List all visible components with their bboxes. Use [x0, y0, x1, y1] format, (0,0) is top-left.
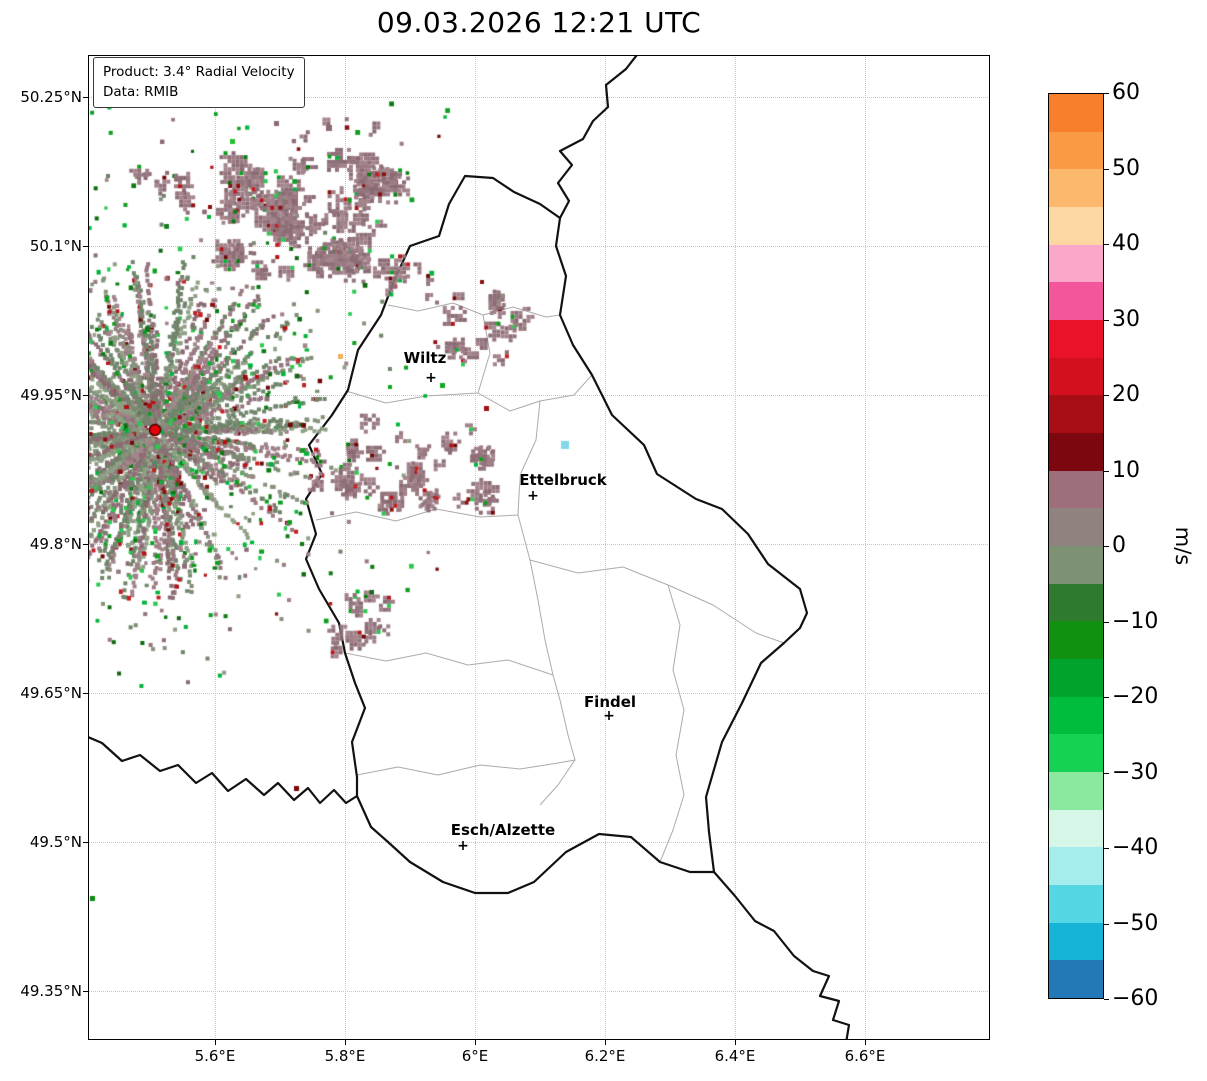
- colorbar-tick-label: 50: [1112, 155, 1140, 181]
- y-tick-label: 49.35°N: [20, 982, 82, 1000]
- colorbar: [1048, 93, 1104, 999]
- colorbar-segment: [1049, 960, 1103, 999]
- city-marker-findel: +: [603, 708, 615, 724]
- y-tick-mark: [83, 97, 88, 98]
- colorbar-tick-label: −50: [1112, 910, 1159, 936]
- colorbar-segment: [1049, 131, 1103, 170]
- colorbar-tick-label: −30: [1112, 759, 1159, 785]
- y-tick-label: 49.65°N: [20, 684, 82, 702]
- radar-echo-canvas: [88, 55, 990, 1040]
- colorbar-tick-label: 20: [1112, 382, 1140, 407]
- city-label: Wiltz: [403, 349, 447, 367]
- colorbar-segment: [1049, 734, 1103, 773]
- colorbar-tick-label: −40: [1112, 835, 1159, 860]
- colorbar-tick-mark: [1104, 319, 1109, 321]
- colorbar-segment: [1049, 357, 1103, 396]
- city-annotations: + Wiltz + Ettelbruck + Findel + Esch/Alzette: [88, 55, 990, 1040]
- colorbar-tick-label: 60: [1112, 80, 1140, 105]
- colorbar-tick-mark: [1104, 546, 1109, 547]
- colorbar-tick-label: −10: [1112, 608, 1159, 634]
- x-tick-mark: [345, 1040, 346, 1045]
- colorbar-tick-mark: [1104, 244, 1109, 245]
- colorbar-segment: [1049, 395, 1103, 434]
- y-tick-label: 50.25°N: [20, 88, 82, 106]
- x-tick-mark: [735, 1040, 736, 1045]
- x-tick-mark: [865, 1040, 866, 1045]
- x-tick-label: 6.4°E: [714, 1047, 756, 1065]
- colorbar-tick-mark: [1104, 93, 1109, 94]
- x-tick-label: 6.6°E: [844, 1047, 886, 1065]
- colorbar-segment: [1049, 583, 1103, 622]
- colorbar-tick-mark: [1104, 999, 1109, 1000]
- x-tick-label: 6°E: [461, 1047, 489, 1065]
- colorbar-segment: [1049, 320, 1103, 358]
- colorbar-segment: [1049, 169, 1103, 208]
- y-tick-label: 49.95°N: [20, 386, 82, 404]
- y-tick-mark: [83, 544, 88, 545]
- colorbar-tick-label: 40: [1112, 231, 1140, 256]
- y-tick-label: 50.1°N: [29, 237, 82, 255]
- colorbar-segment: [1049, 885, 1103, 923]
- colorbar-segment: [1049, 659, 1103, 697]
- colorbar-segment: [1049, 696, 1103, 735]
- y-tick-label: 49.8°N: [29, 535, 82, 553]
- colorbar-segment: [1049, 621, 1103, 660]
- map-plot-area: + Wiltz + Ettelbruck + Findel + Esch/Alzette Pr…: [88, 55, 990, 1040]
- x-tick-mark: [475, 1040, 476, 1045]
- colorbar-tick-label: −60: [1112, 986, 1159, 1011]
- colorbar-segment: [1049, 809, 1103, 848]
- x-tick-mark: [215, 1040, 216, 1045]
- y-tick-label: 49.5°N: [29, 833, 82, 851]
- colorbar-tick-label: −20: [1112, 684, 1159, 709]
- colorbar-segment: [1049, 470, 1103, 509]
- city-marker-ettelbruck: +: [527, 488, 539, 504]
- colorbar-segment: [1049, 433, 1103, 471]
- city-marker-esch-alzette: +: [457, 838, 469, 854]
- x-tick-label: 6.2°E: [584, 1047, 626, 1065]
- product-info-line2: Data: RMIB: [103, 84, 179, 101]
- colorbar-tick-mark: [1104, 168, 1109, 170]
- city-label: Esch/Alzette: [450, 821, 556, 839]
- colorbar-tick-label: 10: [1112, 457, 1140, 483]
- colorbar-tick-mark: [1104, 923, 1109, 925]
- colorbar-segment: [1049, 847, 1103, 886]
- colorbar-tick-label: 0: [1112, 533, 1126, 558]
- product-info-box: Product: 3.4° Radial Velocity Data: RMIB: [93, 57, 305, 108]
- x-tick-label: 5.6°E: [194, 1047, 236, 1065]
- figure-title: 09.03.2026 12:21 UTC: [376, 6, 702, 39]
- y-tick-mark: [83, 991, 88, 992]
- colorbar-tick-mark: [1104, 848, 1109, 849]
- y-tick-mark: [83, 395, 88, 396]
- y-tick-mark: [83, 693, 88, 694]
- y-tick-mark: [83, 246, 88, 247]
- colorbar-segment: [1049, 508, 1103, 547]
- x-tick-mark: [605, 1040, 606, 1045]
- city-marker-wiltz: +: [425, 370, 437, 386]
- colorbar-tick-mark: [1104, 621, 1109, 623]
- city-label: Ettelbruck: [519, 471, 607, 489]
- colorbar-tick-mark: [1104, 470, 1109, 472]
- product-info-line1: Product: 3.4° Radial Velocity: [103, 64, 295, 80]
- colorbar-axis-label: m/s: [1171, 526, 1195, 566]
- colorbar-tick-mark: [1104, 772, 1109, 774]
- colorbar-tick-label: 30: [1112, 306, 1140, 332]
- colorbar-segment: [1049, 94, 1103, 132]
- colorbar-tick-mark: [1104, 697, 1109, 698]
- colorbar-segment: [1049, 282, 1103, 321]
- y-tick-mark: [83, 842, 88, 843]
- x-tick-label: 5.8°E: [324, 1047, 366, 1065]
- colorbar-segment: [1049, 772, 1103, 810]
- colorbar-segment: [1049, 244, 1103, 283]
- colorbar-segment: [1049, 207, 1103, 245]
- colorbar-tick-mark: [1104, 395, 1109, 396]
- city-label: Findel: [583, 693, 637, 711]
- colorbar-segment: [1049, 922, 1103, 961]
- colorbar-segment: [1049, 546, 1103, 584]
